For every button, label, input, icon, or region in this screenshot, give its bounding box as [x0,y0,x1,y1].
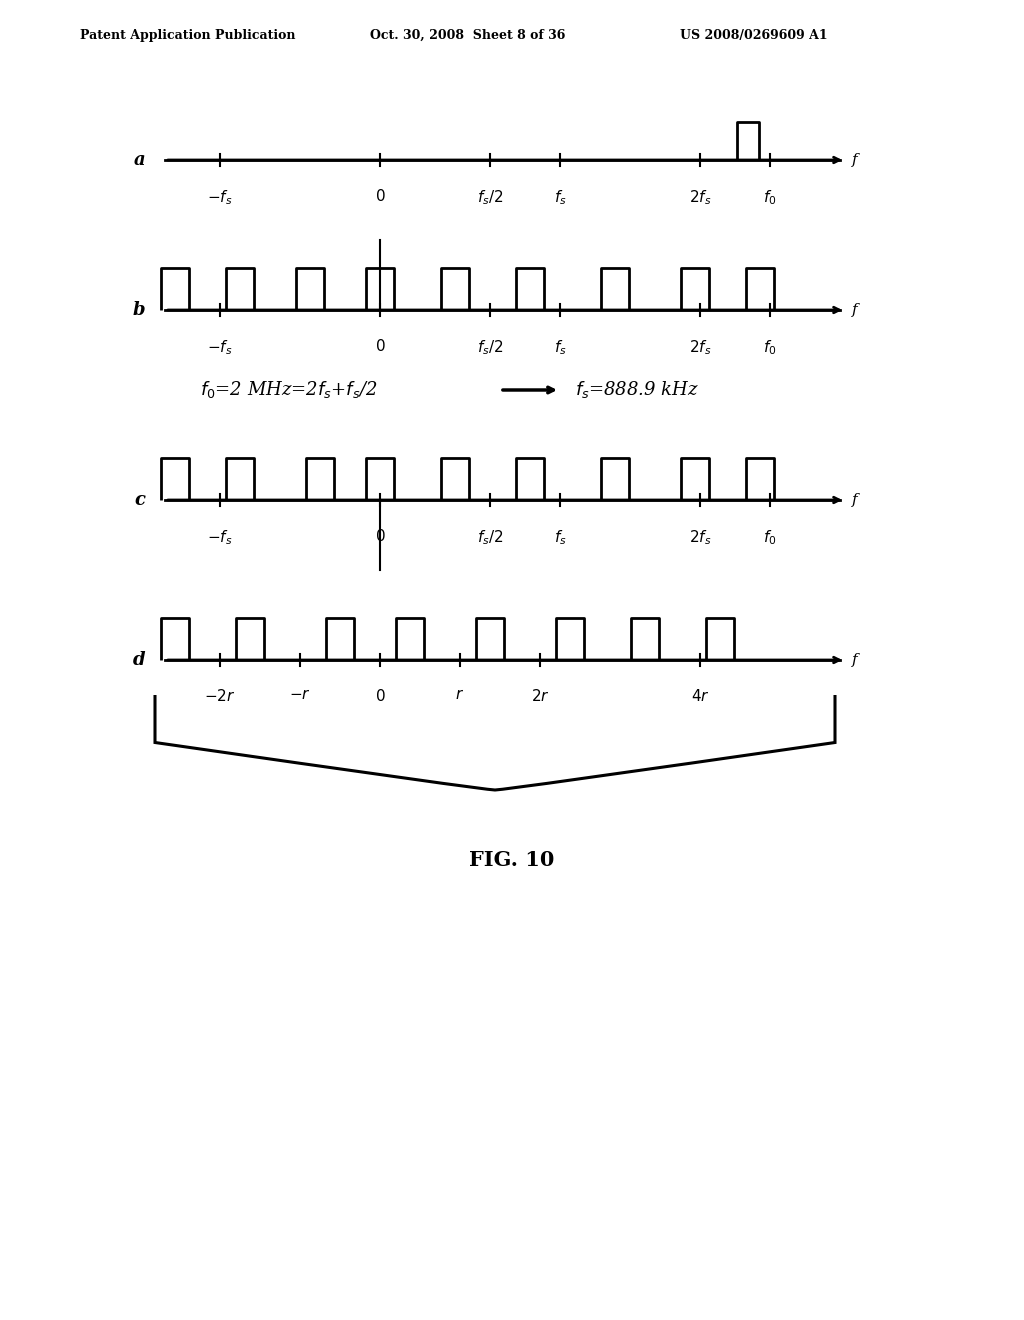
Text: $-2r$: $-2r$ [204,688,236,704]
Text: $f_s$=888.9 kHz: $f_s$=888.9 kHz [575,380,699,400]
Text: f: f [852,653,858,667]
Text: $f_0$: $f_0$ [763,528,777,546]
Text: b: b [132,301,145,319]
Text: $2f_s$: $2f_s$ [689,528,712,546]
Text: $0$: $0$ [375,338,385,354]
Text: $0$: $0$ [375,688,385,704]
Text: $2f_s$: $2f_s$ [689,187,712,207]
Text: a: a [133,150,145,169]
Text: $-f_s$: $-f_s$ [207,187,232,207]
Text: $2f_s$: $2f_s$ [689,338,712,356]
Text: f: f [852,153,858,168]
Text: $f_s$: $f_s$ [554,338,566,356]
Text: $2r$: $2r$ [530,688,550,704]
Text: $f_0$: $f_0$ [763,187,777,207]
Text: f: f [852,492,858,507]
Text: $-r$: $-r$ [289,688,311,702]
Text: $f_s/2$: $f_s/2$ [477,338,503,356]
Text: $r$: $r$ [456,688,465,702]
Text: $f_s/2$: $f_s/2$ [477,187,503,207]
Text: $-f_s$: $-f_s$ [207,338,232,356]
Text: Patent Application Publication: Patent Application Publication [80,29,296,41]
Text: $f_0$: $f_0$ [763,338,777,356]
Text: $0$: $0$ [375,187,385,205]
Text: $f_s/2$: $f_s/2$ [477,528,503,546]
Text: FIG. 10: FIG. 10 [469,850,555,870]
Text: $0$: $0$ [375,528,385,544]
Text: Oct. 30, 2008  Sheet 8 of 36: Oct. 30, 2008 Sheet 8 of 36 [370,29,565,41]
Text: c: c [134,491,145,510]
Text: US 2008/0269609 A1: US 2008/0269609 A1 [680,29,827,41]
Text: $f_s$: $f_s$ [554,528,566,546]
Text: $f_0$=2 MHz=2$f_s$+$f_s$/2: $f_0$=2 MHz=2$f_s$+$f_s$/2 [200,380,378,400]
Text: $-f_s$: $-f_s$ [207,528,232,546]
Text: $4r$: $4r$ [690,688,710,704]
Text: $f_s$: $f_s$ [554,187,566,207]
Text: d: d [132,651,145,669]
Text: f: f [852,304,858,317]
